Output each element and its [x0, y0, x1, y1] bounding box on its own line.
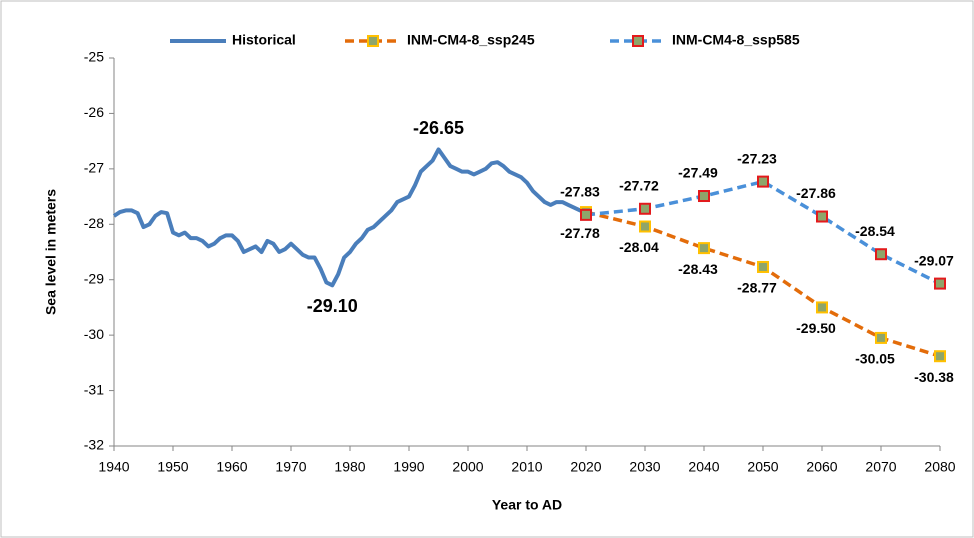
legend-label: INM-CM4-8_ssp585: [672, 32, 800, 48]
marker: [816, 210, 828, 223]
y-tick-label: -32: [84, 437, 104, 453]
data-label: -27.78: [560, 225, 600, 241]
data-label: -27.23: [737, 150, 777, 166]
x-tick-label: 1950: [157, 459, 188, 475]
marker: [698, 242, 710, 255]
data-label: -27.86: [796, 185, 836, 201]
marker: [639, 220, 651, 233]
y-tick-label: -30: [84, 326, 104, 342]
x-tick-label: 2000: [452, 459, 483, 475]
y-tick-label: -31: [84, 381, 104, 397]
x-tick-label: 2080: [924, 459, 955, 475]
marker: [934, 350, 946, 363]
y-axis-title: Sea level in meters: [43, 189, 59, 315]
annotation: -29.10: [307, 296, 358, 316]
marker: [698, 190, 710, 203]
data-label: -29.07: [914, 252, 954, 268]
data-label: -27.83: [560, 184, 600, 200]
marker: [934, 277, 946, 290]
y-tick-label: -28: [84, 215, 104, 231]
series-line: [112, 147, 587, 288]
marker: [875, 331, 887, 344]
data-label: -28.43: [678, 261, 718, 277]
data-label: -30.05: [855, 351, 895, 367]
legend-label: Historical: [232, 32, 296, 48]
data-label: -28.77: [737, 280, 777, 296]
data-label: -29.50: [796, 320, 836, 336]
marker: [757, 260, 769, 273]
marker: [875, 248, 887, 261]
marker: [580, 208, 592, 221]
data-label: -27.49: [678, 165, 718, 181]
y-tick-label: -26: [84, 104, 104, 120]
x-tick-label: 2050: [747, 459, 778, 475]
y-tick-label: -25: [84, 49, 104, 65]
legend-label: INM-CM4-8_ssp245: [407, 32, 535, 48]
data-label: -28.54: [855, 223, 895, 239]
x-tick-label: 2030: [629, 459, 660, 475]
x-tick-label: 2010: [511, 459, 542, 475]
x-tick-label: 1990: [393, 459, 424, 475]
x-tick-label: 2020: [570, 459, 601, 475]
x-axis-title: Year to AD: [492, 497, 562, 513]
x-tick-label: 2040: [688, 459, 719, 475]
legend-marker: [367, 35, 379, 47]
data-label: -28.04: [619, 239, 659, 255]
x-tick-label: 1940: [98, 459, 129, 475]
x-tick-label: 1970: [275, 459, 306, 475]
legend-marker: [632, 35, 644, 47]
x-tick-label: 1960: [216, 459, 247, 475]
data-label: -27.72: [619, 177, 659, 193]
y-tick-label: -29: [84, 270, 104, 286]
y-tick-label: -27: [84, 160, 104, 176]
x-tick-label: 2070: [865, 459, 896, 475]
x-tick-label: 2060: [806, 459, 837, 475]
marker: [757, 175, 769, 188]
marker: [639, 202, 651, 215]
annotation: -26.65: [413, 118, 464, 138]
data-label: -30.38: [914, 369, 954, 385]
marker: [816, 301, 828, 314]
x-tick-label: 1980: [334, 459, 365, 475]
